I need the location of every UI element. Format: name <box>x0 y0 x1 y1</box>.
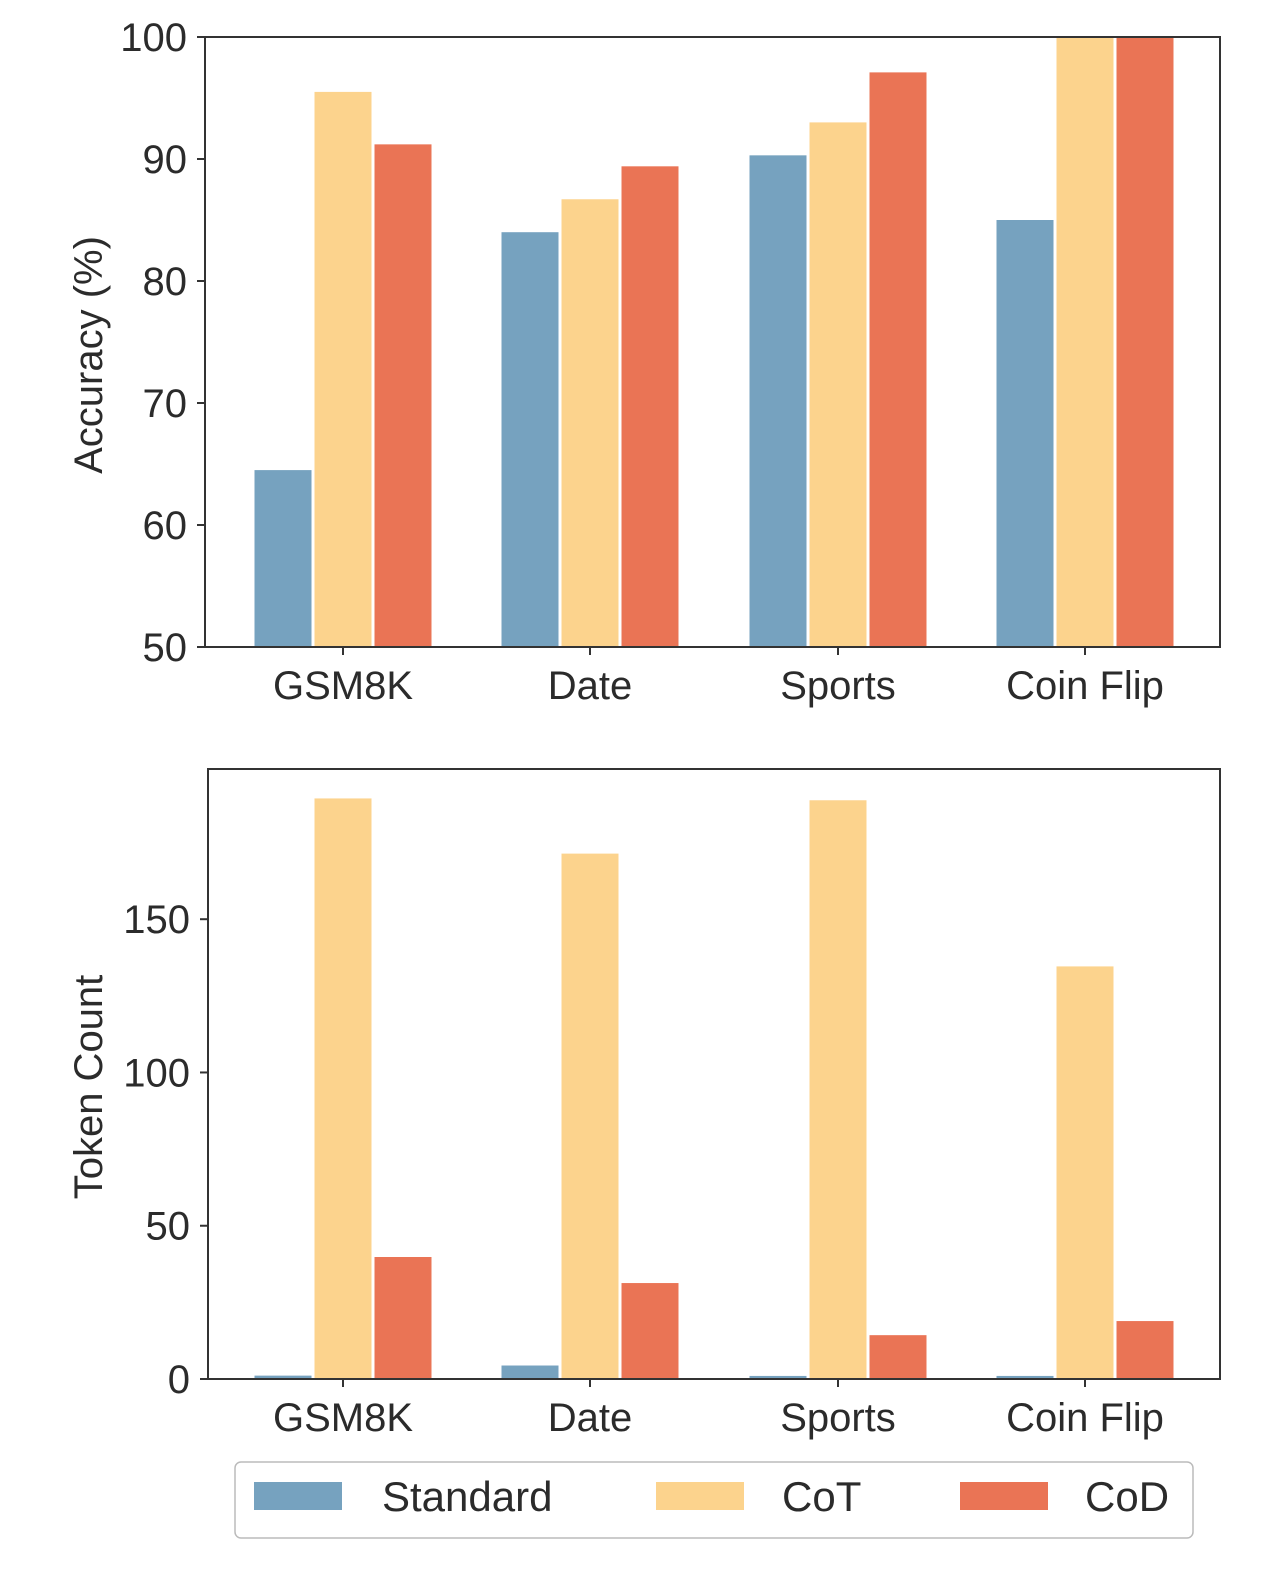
bar-cot-gsm8k <box>314 798 372 1379</box>
bar-cod-date <box>621 166 679 647</box>
plot-frame <box>207 768 1221 1380</box>
bar-cod-coin-flip <box>1116 1321 1174 1379</box>
bar-cot-sports <box>809 122 867 647</box>
legend-swatch-cot <box>656 1482 744 1510</box>
bar-cod-coin-flip <box>1116 37 1174 647</box>
y-tick-label: 70 <box>143 382 188 426</box>
y-tick-label: 50 <box>146 1205 191 1249</box>
y-axis-title: Token Count <box>67 975 111 1200</box>
bar-cot-date <box>561 199 619 647</box>
bar-cot-coin-flip <box>1056 37 1114 647</box>
y-tick-label: 100 <box>123 1051 190 1095</box>
bar-cod-sports <box>869 1335 927 1379</box>
y-tick-label: 0 <box>168 1358 190 1402</box>
bar-standard-coin-flip <box>996 1375 1054 1379</box>
x-tick-label: Sports <box>780 664 896 708</box>
bar-standard-gsm8k <box>254 1375 312 1379</box>
bar-cod-sports <box>869 72 927 647</box>
legend-label: CoD <box>1085 1473 1169 1520</box>
bar-standard-sports <box>749 155 807 647</box>
x-tick-label: Coin Flip <box>1006 664 1164 708</box>
x-tick-label: GSM8K <box>273 664 413 708</box>
x-tick-label: Coin Flip <box>1006 1396 1164 1440</box>
y-tick-label: 100 <box>120 16 187 60</box>
y-tick-label: 150 <box>123 898 190 942</box>
legend-label: CoT <box>782 1473 861 1520</box>
bar-cot-sports <box>809 800 867 1379</box>
bar-standard-coin-flip <box>996 220 1054 647</box>
y-tick-label: 60 <box>143 504 188 548</box>
y-tick-label: 50 <box>143 626 188 670</box>
bar-cod-date <box>621 1283 679 1379</box>
bar-cot-gsm8k <box>314 91 372 647</box>
y-axis-title: Accuracy (%) <box>67 236 111 474</box>
x-tick-label: Date <box>548 1396 633 1440</box>
plot-frame <box>204 36 1221 648</box>
x-tick-label: Sports <box>780 1396 896 1440</box>
x-tick-label: GSM8K <box>273 1396 413 1440</box>
legend-swatch-standard <box>254 1482 342 1510</box>
bar-standard-sports <box>749 1375 807 1379</box>
y-tick-label: 80 <box>143 260 188 304</box>
legend-swatch-cod <box>960 1482 1048 1510</box>
bar-standard-date <box>501 1365 559 1379</box>
bar-cod-gsm8k <box>374 144 432 648</box>
bar-standard-gsm8k <box>254 470 312 647</box>
chart-panel-2: 0 50 100 150 GSM8K Date Sports Coin Flip Token C… <box>67 768 1221 1440</box>
x-tick-label: Date <box>548 664 633 708</box>
bar-standard-date <box>501 232 559 647</box>
bar-cot-coin-flip <box>1056 966 1114 1379</box>
y-tick-label: 90 <box>143 138 188 182</box>
bar-cod-gsm8k <box>374 1257 432 1379</box>
bar-cot-date <box>561 853 619 1379</box>
legend-label: Standard <box>382 1473 552 1520</box>
chart-panel-1: 50 60 70 80 90 100 GSM8K Date Sports Coin Flip Acc… <box>67 16 1221 708</box>
legend: Standard CoT CoD <box>234 1461 1194 1539</box>
